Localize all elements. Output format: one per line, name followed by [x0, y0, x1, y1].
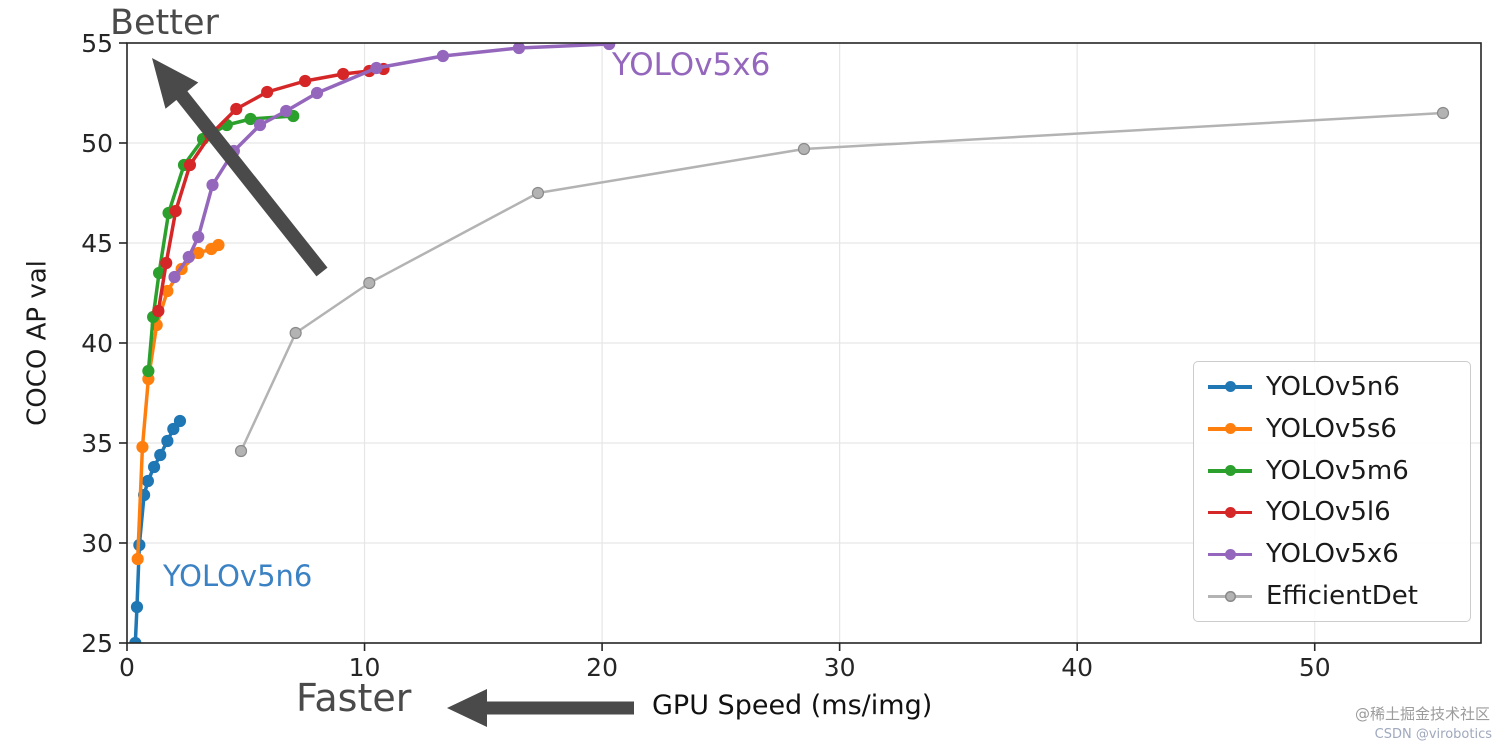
data-point [531, 186, 545, 200]
legend-label: EfficientDet [1266, 581, 1418, 612]
series-line [239, 111, 1445, 453]
data-point [370, 61, 383, 75]
faster-annotation: Faster [296, 676, 412, 720]
chart-layers: 0 10 20 30 40 50 25 30 35 40 45 50 55 [81, 29, 1482, 682]
series-YOLOv5l6 [152, 62, 390, 318]
data-point [129, 636, 142, 643]
data-point [310, 86, 324, 100]
data-point [154, 448, 167, 462]
legend: YOLOv5n6 YOLOv5s6 YOLOv5m6 YOLOv5l6 YOLOv5x6… [1193, 361, 1471, 622]
data-point [212, 238, 225, 252]
data-point [234, 444, 248, 458]
y-tick-label: 30 [81, 529, 113, 558]
legend-marker-icon [1208, 380, 1252, 393]
legend-item-YOLOv5n6: YOLOv5n6 [1208, 372, 1470, 402]
series-YOLOv5s6 [131, 238, 225, 566]
data-point [183, 158, 197, 172]
x-tick-label: 0 [119, 653, 135, 682]
legend-label: YOLOv5m6 [1266, 455, 1409, 486]
y-tick-label: 35 [81, 429, 113, 458]
legend-marker-icon [1208, 548, 1252, 561]
faster-arrow-icon [447, 689, 634, 727]
x-tick-label: 20 [586, 653, 618, 682]
data-point [797, 142, 811, 156]
better-annotation: Better [110, 3, 219, 43]
legend-item-EfficientDet: EfficientDet [1208, 581, 1470, 611]
watermark-juejin: @稀土掘金技术社区 [1354, 705, 1490, 723]
data-point [141, 474, 155, 488]
x-tick-label: 30 [824, 653, 856, 682]
x-axis-title: GPU Speed (ms/img) [652, 690, 933, 721]
watermark-csdn: CSDN @virobotics [1374, 727, 1492, 742]
data-point [299, 74, 312, 88]
y-tick-label: 25 [81, 629, 113, 658]
legend-item-YOLOv5x6: YOLOv5x6 [1208, 539, 1470, 569]
data-point [244, 112, 257, 126]
x-tick-label: 40 [1061, 653, 1093, 682]
series-EfficientDet [234, 106, 1450, 458]
series-YOLOv5n6 [129, 414, 187, 643]
data-point [168, 270, 181, 284]
data-point [161, 434, 174, 448]
data-point [182, 250, 195, 264]
data-point [261, 85, 274, 99]
data-point [152, 304, 165, 318]
legend-label: YOLOv5n6 [1266, 371, 1400, 402]
data-point [253, 118, 267, 132]
data-point [160, 256, 173, 270]
better-arrow-icon [152, 58, 328, 277]
legend-marker-icon [1208, 590, 1252, 603]
legend-marker-icon [1208, 506, 1252, 519]
data-point [230, 102, 243, 116]
data-point [512, 43, 526, 55]
yolov5n6-curve-label: YOLOv5n6 [163, 559, 313, 593]
x-tick-label: 50 [1299, 653, 1331, 682]
legend-marker-icon [1208, 464, 1252, 477]
data-point [363, 276, 376, 290]
legend-label: YOLOv5s6 [1266, 413, 1397, 444]
legend-item-YOLOv5s6: YOLOv5s6 [1208, 414, 1470, 444]
data-point [206, 178, 219, 192]
data-point [289, 326, 302, 340]
data-point [1436, 106, 1450, 120]
data-point [142, 364, 155, 378]
data-point [192, 230, 205, 244]
y-tick-label: 50 [81, 129, 113, 158]
legend-item-YOLOv5m6: YOLOv5m6 [1208, 456, 1470, 486]
data-point [136, 440, 149, 454]
data-point [603, 43, 616, 51]
y-tick-label: 45 [81, 229, 113, 258]
series-line [135, 243, 221, 561]
y-tick-label: 55 [81, 29, 113, 58]
legend-marker-icon [1208, 422, 1252, 435]
y-tick-label: 40 [81, 329, 113, 358]
legend-item-YOLOv5l6: YOLOv5l6 [1208, 497, 1470, 527]
data-point [130, 600, 144, 614]
data-point [167, 422, 180, 436]
y-axis-title: COCO AP val [22, 260, 53, 426]
data-point [280, 104, 293, 118]
data-point [173, 414, 187, 428]
legend-label: YOLOv5l6 [1266, 497, 1391, 528]
data-point [169, 204, 182, 218]
data-point [131, 552, 144, 566]
series-line [133, 419, 182, 643]
x-tick-label: 10 [349, 653, 381, 682]
data-point [147, 460, 161, 474]
data-point [436, 49, 450, 63]
data-point [337, 67, 350, 81]
yolov5x6-curve-label: YOLOv5x6 [612, 47, 771, 83]
legend-label: YOLOv5x6 [1266, 539, 1399, 570]
